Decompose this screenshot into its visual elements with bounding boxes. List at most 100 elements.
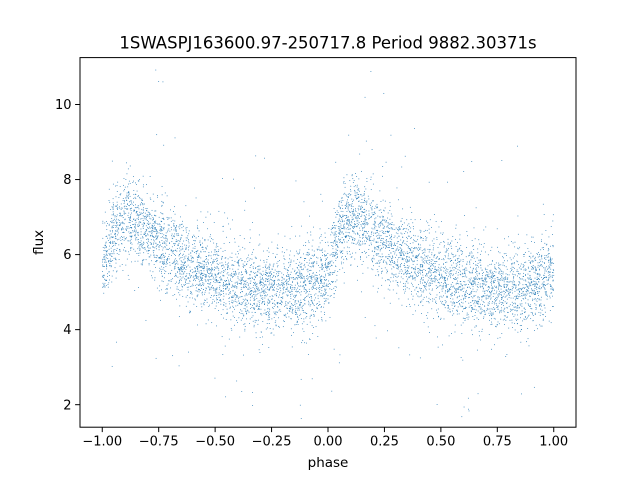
data-point [299,270,301,272]
data-point [151,224,153,226]
data-point [523,298,525,300]
data-point [472,285,474,287]
data-point [399,229,400,231]
data-point [205,247,206,249]
data-point [524,296,526,298]
data-point [386,226,388,227]
data-point [157,235,159,237]
data-point [103,276,104,278]
data-point [367,223,369,225]
data-point [525,295,527,297]
data-point [528,304,530,306]
data-point [532,312,533,314]
data-point [379,223,380,224]
data-point [382,270,383,272]
data-point [177,233,179,234]
data-point [277,233,279,235]
data-point [506,268,508,270]
data-point [453,269,455,271]
data-point [146,216,148,218]
data-point [286,308,288,309]
data-point [505,289,507,291]
data-point [513,263,515,265]
data-point [142,212,144,214]
data-point [211,268,213,270]
data-point [403,273,405,275]
data-point [344,215,345,216]
data-point [325,300,327,302]
data-point [482,273,483,274]
data-point [313,253,315,255]
data-point [372,214,374,216]
data-point [320,260,322,262]
data-point [526,234,528,236]
data-point [277,271,279,273]
data-point [514,246,516,248]
data-point [186,244,188,246]
data-point [536,270,537,271]
data-point [472,316,474,317]
data-point [353,199,355,201]
data-point [516,260,518,262]
data-point [378,225,380,227]
data-point [208,292,210,294]
data-point [428,259,430,261]
data-point [350,221,352,223]
data-point [525,274,526,276]
data-point [299,266,301,268]
data-point [281,276,283,278]
data-point [128,192,130,194]
data-point [421,259,423,261]
data-point [173,261,175,263]
data-point [396,242,398,244]
data-point [387,247,389,248]
data-point [467,235,468,237]
data-point [218,272,220,274]
data-point [278,275,279,276]
data-point [474,305,476,307]
data-point [153,237,155,238]
data-point [309,253,310,255]
data-point [425,288,426,290]
data-point [459,269,461,271]
data-point [505,287,507,288]
data-point [434,281,436,283]
data-point [479,283,481,285]
data-point [455,238,456,240]
data-point [413,268,415,270]
data-point [548,259,549,261]
data-point [165,237,167,239]
data-point [421,300,423,302]
data-point [191,269,193,270]
data-point [278,283,279,284]
data-point [142,220,144,221]
data-point [457,248,459,250]
data-point [112,242,113,244]
data-point [208,254,210,256]
data-point [320,287,322,289]
data-point [530,308,532,309]
data-point [274,276,276,278]
data-point [196,287,198,289]
data-point [521,300,522,302]
data-point [409,226,410,228]
data-point [537,298,539,300]
data-point [108,223,110,225]
data-point [498,323,500,325]
data-point [444,285,446,286]
data-point [414,271,416,273]
data-point [272,285,274,286]
data-point [549,263,551,265]
data-point [144,231,146,233]
data-point [232,302,233,304]
data-point [409,259,410,261]
data-point [496,290,498,292]
data-point [418,243,420,245]
data-point [461,252,463,254]
data-point [185,255,187,257]
data-point [215,249,217,251]
data-point [334,233,336,234]
data-point [364,230,365,232]
data-point [310,299,312,301]
data-point [287,302,289,304]
